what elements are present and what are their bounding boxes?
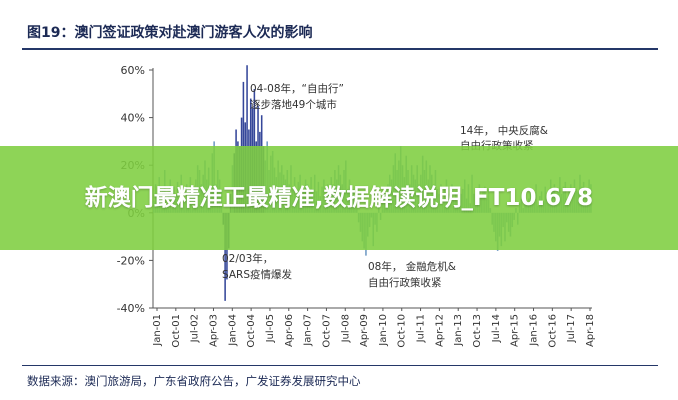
overlay-banner: 新澳门最精准正最精准,数据解读说明_FT10.678 — [0, 146, 678, 250]
x-tick-label: Jan-10 — [378, 314, 389, 347]
x-tick-label: Jan-07 — [303, 314, 314, 347]
x-tick-label: Oct-16 — [547, 314, 558, 348]
x-tick-label: Jul-05 — [265, 314, 276, 343]
x-tick-label: Apr-12 — [434, 314, 445, 347]
x-tick-label: Apr-18 — [585, 314, 596, 347]
x-tick-label: Jul-11 — [416, 314, 427, 343]
x-tick-label: Apr-06 — [284, 314, 295, 347]
x-tick-label: Jan-13 — [453, 314, 464, 347]
x-tick-label: Jul-08 — [340, 314, 351, 343]
annotation-line: 自由行政策收紧 — [368, 276, 442, 289]
figure-title: 图19：澳门签证政策对赴澳门游客人次的影响 — [27, 25, 313, 41]
x-tick-label: Oct-10 — [397, 314, 408, 348]
x-tick-label: Apr-09 — [359, 314, 370, 347]
source-rule — [22, 365, 658, 366]
highlight-bar — [246, 65, 248, 213]
x-tick-label: Jul-17 — [566, 314, 577, 343]
x-tick-label: Jan-01 — [152, 314, 163, 347]
annotation-line: 逐步落地49个城市 — [250, 98, 337, 111]
x-tick-label: Apr-03 — [209, 314, 220, 347]
annotation-line: 04-08年，“自由行” — [250, 82, 344, 95]
x-tick-label: Oct-07 — [321, 314, 332, 348]
banner-text: 新澳门最精准正最精准,数据解读说明_FT10.678 — [84, 185, 594, 211]
x-tick-label: Oct-13 — [472, 314, 483, 348]
title-rule — [22, 48, 658, 50]
x-tick-label: Jul-14 — [491, 314, 502, 343]
x-tick-label: Jul-02 — [190, 314, 201, 343]
x-tick-label: Apr-15 — [510, 314, 521, 347]
source-note: 数据来源：澳门旅游局，广东省政府公告，广发证券发展研究中心 — [27, 374, 361, 388]
y-tick-label: 60% — [121, 64, 145, 77]
x-tick-label: Oct-04 — [246, 314, 257, 348]
y-tick-label: 40% — [121, 112, 145, 125]
annotation-line: 08年， 金融危机& — [368, 260, 456, 273]
x-axis-ticks: Jan-01 Oct-01 Jul-02 Apr-03 Jan-04 Oct-04 Jul-… — [152, 308, 596, 348]
annotation-line: 14年， 中央反腐& — [460, 124, 548, 137]
annotation-line: 02/03年， — [222, 252, 273, 265]
x-tick-label: Oct-01 — [171, 314, 182, 348]
y-tick-label: -20% — [117, 254, 145, 267]
y-tick-label: -40% — [117, 302, 145, 315]
x-tick-label: Jan-16 — [529, 314, 540, 347]
highlight-bar — [224, 212, 226, 301]
annotation-line: SARS疫情爆发 — [222, 268, 293, 281]
x-tick-label: Jan-04 — [227, 314, 238, 347]
